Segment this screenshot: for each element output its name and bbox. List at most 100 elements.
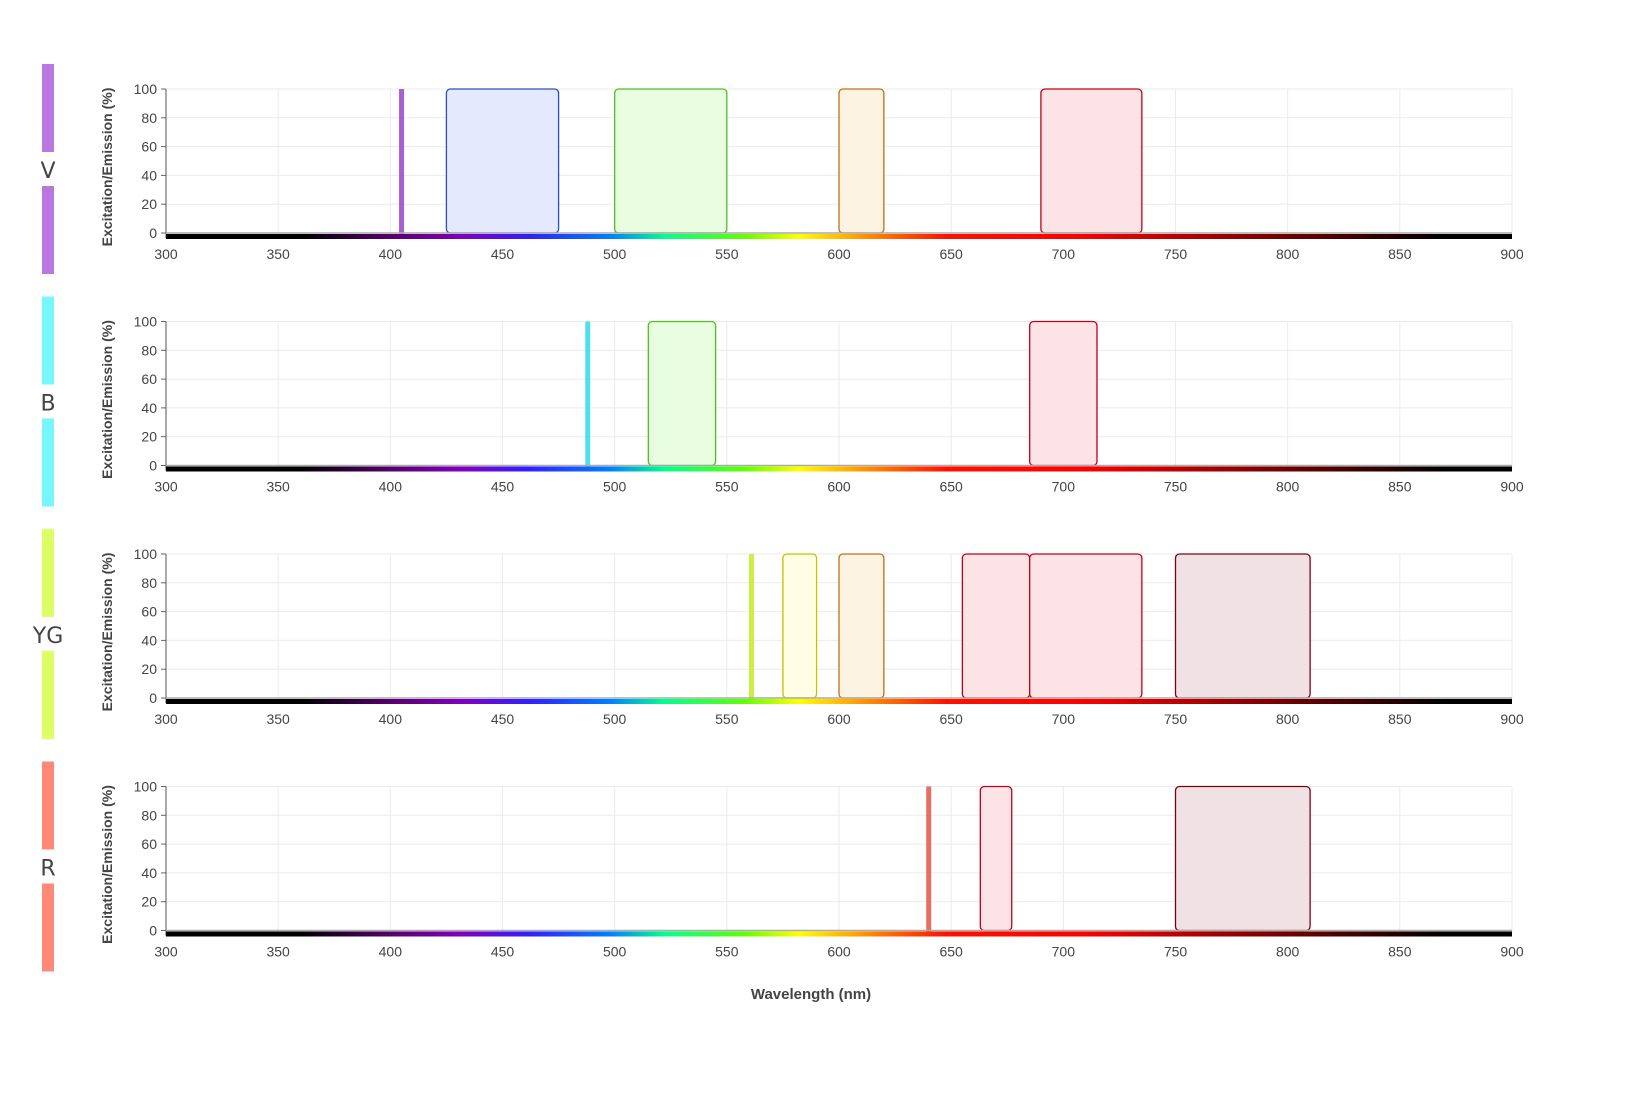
x-tick-label: 750 [1164,944,1188,960]
y-axis-label: Excitation/Emission (%) [99,88,115,247]
y-tick-label: 40 [141,400,157,416]
x-tick-label: 850 [1388,944,1412,960]
filter-band-685-735 [1029,553,1143,699]
laser-indicator-bar [42,186,54,274]
filter-band-685-715 [1029,320,1098,467]
x-tick-label: 650 [939,711,963,727]
laser-indicator-bar [42,529,54,617]
y-axis-label: Excitation/Emission (%) [99,320,115,479]
x-tick-label: 650 [939,246,963,262]
laser-indicator-bar [42,761,54,850]
laser-label: V [40,159,55,184]
filter-band-750-810 [1174,553,1311,699]
x-tick-label: 300 [154,246,178,262]
x-tick-label: 700 [1052,246,1076,262]
x-tick-label: 450 [491,711,515,727]
x-tick-label: 800 [1276,246,1300,262]
filter-band-600-620 [838,553,885,699]
laser-label: YG [32,624,64,649]
y-tick-label: 20 [141,894,157,910]
laser-line-405 [399,89,405,237]
wavelength-spectrum-bar [166,234,1512,239]
x-tick-label: 550 [715,944,739,960]
x-axis-label: Wavelength (nm) [751,986,871,1003]
x-tick-label: 350 [266,479,290,495]
x-tick-label: 800 [1276,711,1300,727]
filter-band-750-810 [1174,785,1311,932]
x-tick-label: 350 [266,944,290,960]
x-tick-label: 450 [491,479,515,495]
y-tick-label: 40 [141,167,157,183]
x-tick-label: 600 [827,479,851,495]
x-tick-label: 700 [1052,944,1076,960]
y-tick-label: 100 [134,779,158,795]
x-tick-label: 400 [379,711,403,727]
x-tick-label: 800 [1276,944,1300,960]
x-tick-label: 850 [1388,479,1412,495]
wavelength-spectrum-bar [166,466,1512,472]
x-tick-label: 500 [603,711,627,727]
x-tick-label: 450 [491,944,515,960]
x-tick-label: 650 [939,944,963,960]
y-tick-label: 40 [141,632,157,648]
laser-indicator-bar [42,296,54,385]
filter-band-600-620 [838,88,885,234]
x-tick-label: 350 [266,246,290,262]
x-tick-label: 550 [715,479,739,495]
x-tick-label: 750 [1164,479,1188,495]
y-tick-label: 20 [141,661,157,677]
laser-line-488 [585,321,591,470]
filter-band-575-590 [782,553,818,699]
y-tick-label: 100 [134,546,158,562]
filter-band-425-475 [445,88,560,234]
x-tick-label: 350 [266,711,290,727]
y-tick-label: 100 [134,314,158,330]
y-tick-label: 20 [141,196,157,212]
x-tick-label: 500 [603,479,627,495]
x-tick-label: 900 [1500,246,1524,262]
x-tick-label: 800 [1276,479,1300,495]
panel-v: V 300 350 400 450 500 550 600 650 700 750 800 850 900… [40,64,1524,274]
laser-indicator-bar [42,418,54,507]
y-tick-label: 40 [141,865,157,881]
x-tick-label: 550 [715,246,739,262]
y-tick-label: 60 [141,604,157,620]
x-tick-label: 900 [1500,944,1524,960]
x-tick-label: 300 [154,944,178,960]
y-tick-label: 0 [149,458,157,474]
y-tick-label: 80 [141,575,157,591]
y-tick-label: 0 [149,923,157,939]
x-tick-label: 500 [603,246,627,262]
laser-indicator-bar [42,883,54,972]
x-tick-label: 850 [1388,246,1412,262]
x-tick-label: 450 [491,246,515,262]
laser-indicator-bar [42,64,54,152]
wavelength-spectrum-bar [166,931,1512,937]
x-tick-label: 750 [1164,711,1188,727]
x-tick-label: 400 [379,944,403,960]
y-tick-label: 60 [141,371,157,387]
x-tick-label: 600 [827,246,851,262]
y-tick-label: 100 [134,81,158,97]
y-tick-label: 80 [141,342,157,358]
x-tick-label: 300 [154,711,178,727]
laser-line-640 [926,786,932,935]
x-tick-label: 600 [827,711,851,727]
x-tick-label: 400 [379,246,403,262]
filter-band-655-685 [961,553,1031,699]
y-tick-label: 80 [141,110,157,126]
y-tick-label: 80 [141,807,157,823]
x-tick-label: 900 [1500,479,1524,495]
x-tick-label: 750 [1164,246,1188,262]
y-axis-label: Excitation/Emission (%) [99,553,115,712]
x-tick-label: 700 [1052,711,1076,727]
filter-band-663-677 [979,785,1013,932]
x-tick-label: 400 [379,479,403,495]
x-tick-label: 500 [603,944,627,960]
x-tick-label: 900 [1500,711,1524,727]
x-tick-label: 650 [939,479,963,495]
laser-label: B [40,392,55,417]
